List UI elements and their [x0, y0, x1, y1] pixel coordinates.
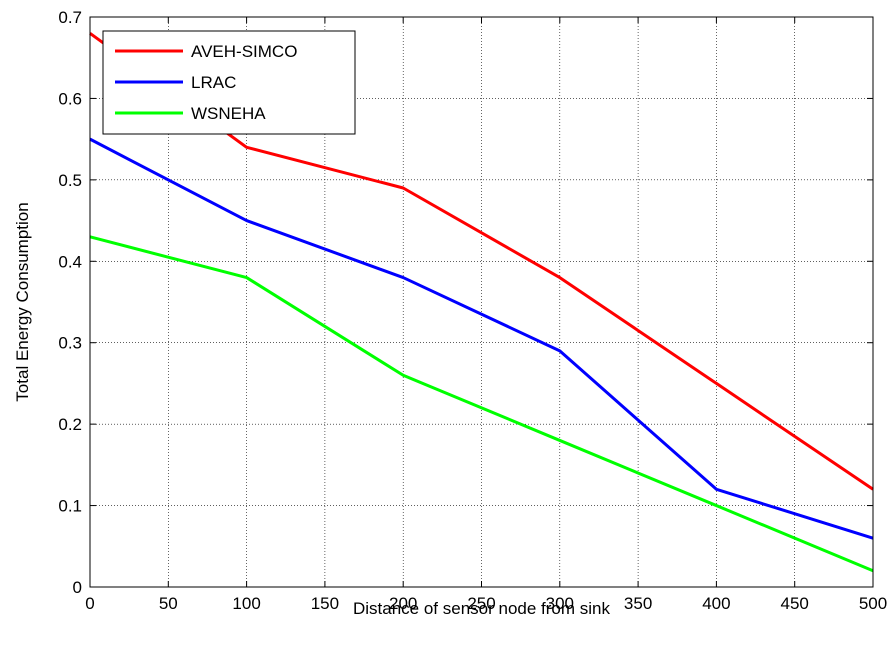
y-tick-label: 0.5	[58, 171, 82, 190]
y-tick-label: 0.4	[58, 252, 82, 271]
series-line-wsneha	[89, 235, 874, 573]
x-tick-label: 300	[546, 594, 574, 613]
legend-label-aveh-simco: AVEH-SIMCO	[191, 42, 297, 61]
y-tick-label: 0.1	[58, 497, 82, 516]
legend: AVEH-SIMCO LRAC WSNEHA	[102, 30, 356, 135]
x-tick-label: 100	[232, 594, 260, 613]
tick-labels: 0 50 100 150 200 250 300 350 400 450 500 0 0.1 0.2 0.3…	[58, 8, 887, 613]
y-axis-label: Total Energy Consumption	[13, 202, 32, 401]
x-tick-label: 350	[624, 594, 652, 613]
legend-label-wsneha: WSNEHA	[191, 104, 266, 123]
y-tick-label: 0.6	[58, 89, 82, 108]
x-tick-label: 150	[311, 594, 339, 613]
x-tick-label: 400	[702, 594, 730, 613]
x-axis-label: Distance of sensor node from sink	[353, 599, 611, 618]
x-tick-label: 50	[159, 594, 178, 613]
x-tick-label: 250	[467, 594, 495, 613]
y-tick-label: 0	[73, 578, 82, 597]
y-tick-label: 0.2	[58, 415, 82, 434]
x-tick-label: 500	[859, 594, 887, 613]
x-tick-label: 450	[781, 594, 809, 613]
series-line-lrac	[89, 137, 874, 540]
x-tick-label: 200	[389, 594, 417, 613]
x-tick-label: 0	[85, 594, 94, 613]
axis-ticks	[89, 16, 874, 588]
y-tick-label: 0.3	[58, 334, 82, 353]
legend-label-lrac: LRAC	[191, 73, 236, 92]
legend-items: AVEH-SIMCO LRAC WSNEHA	[115, 42, 297, 123]
y-tick-label: 0.7	[58, 8, 82, 27]
